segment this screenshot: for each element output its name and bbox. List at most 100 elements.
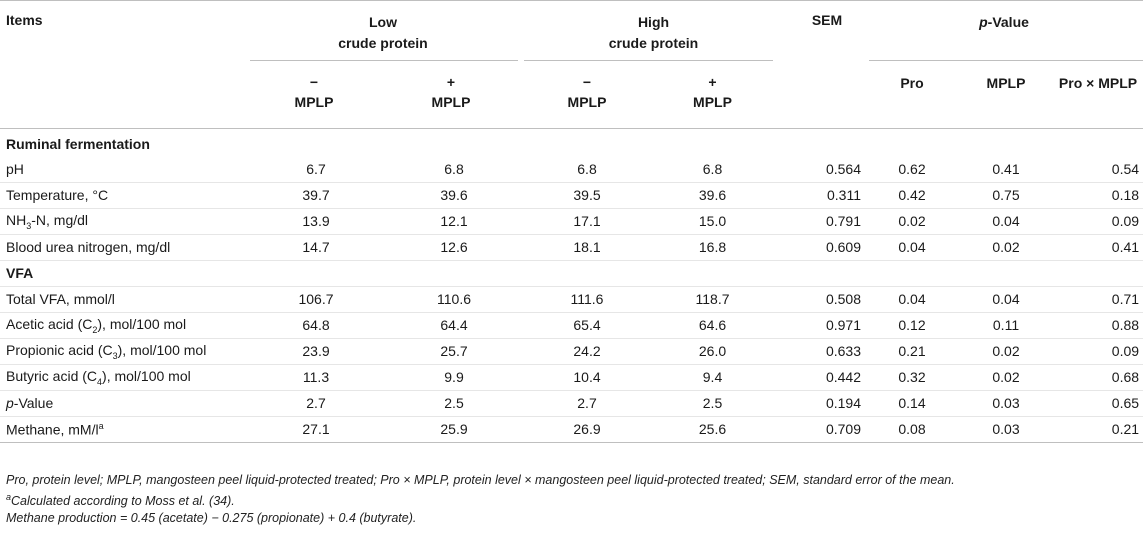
cell: 26.9 <box>524 416 650 443</box>
row-label: NH3-N, mg/dl <box>0 208 248 235</box>
header-sem: SEM <box>811 12 843 28</box>
cell: 0.02 <box>959 338 1053 365</box>
cell: 11.3 <box>248 364 384 391</box>
footnote-a: aCalculated according to Moss et al. (34… <box>6 492 235 509</box>
cell: 0.508 <box>789 286 865 313</box>
cell: 6.7 <box>248 156 384 183</box>
cell: 0.564 <box>789 156 865 183</box>
table-row: Temperature, °C 39.7 39.6 39.5 39.6 0.31… <box>0 182 1143 209</box>
cell: 0.71 <box>1053 286 1143 313</box>
cell: 12.1 <box>384 208 524 235</box>
header-high-plus-mplp: + MPLP <box>650 61 789 129</box>
cell: 118.7 <box>650 286 789 313</box>
cell: 0.442 <box>789 364 865 391</box>
cell: 0.04 <box>865 234 959 261</box>
header-pro: Pro <box>865 61 959 129</box>
cell: 0.41 <box>1053 234 1143 261</box>
cell: 26.0 <box>650 338 789 365</box>
cell: 0.194 <box>789 390 865 417</box>
cell: 0.03 <box>959 390 1053 417</box>
cell: 0.62 <box>865 156 959 183</box>
cell: 0.609 <box>789 234 865 261</box>
cell: 27.1 <box>248 416 384 443</box>
cell: 0.32 <box>865 364 959 391</box>
section-vfa: VFA <box>0 260 1143 287</box>
cell: 0.09 <box>1053 338 1143 365</box>
cell: 64.8 <box>248 312 384 339</box>
header-pro-x-mplp: Pro × MPLP <box>1053 61 1143 129</box>
cell: 14.7 <box>248 234 384 261</box>
cell: 0.12 <box>865 312 959 339</box>
cell: 0.54 <box>1053 156 1143 183</box>
header-low-plus-mplp: + MPLP <box>384 61 524 129</box>
cell: 0.791 <box>789 208 865 235</box>
cell: 0.88 <box>1053 312 1143 339</box>
row-label: Acetic acid (C2), mol/100 mol <box>0 312 248 339</box>
cell: 0.09 <box>1053 208 1143 235</box>
table-row: Butyric acid (C4), mol/100 mol 11.3 9.9 … <box>0 364 1143 391</box>
cell: 0.02 <box>959 364 1053 391</box>
row-label: Total VFA, mmol/l <box>0 286 248 313</box>
row-label: p-Value <box>0 390 248 417</box>
cell: 23.9 <box>248 338 384 365</box>
row-label: Propionic acid (C3), mol/100 mol <box>0 338 248 365</box>
cell: 0.08 <box>865 416 959 443</box>
cell: 111.6 <box>524 286 650 313</box>
cell: 64.6 <box>650 312 789 339</box>
cell: 0.65 <box>1053 390 1143 417</box>
cell: 110.6 <box>384 286 524 313</box>
cell: 0.42 <box>865 182 959 209</box>
cell: 24.2 <box>524 338 650 365</box>
cell: 9.9 <box>384 364 524 391</box>
cell: 39.7 <box>248 182 384 209</box>
table-row: Propionic acid (C3), mol/100 mol 23.9 25… <box>0 338 1143 365</box>
table-row: pH 6.7 6.8 6.8 6.8 0.564 0.62 0.41 0.54 <box>0 156 1143 183</box>
cell: 64.4 <box>384 312 524 339</box>
row-label: Blood urea nitrogen, mg/dl <box>0 234 248 261</box>
cell: 65.4 <box>524 312 650 339</box>
header-low-minus-mplp: − MPLP <box>248 61 384 129</box>
cell: 0.75 <box>959 182 1053 209</box>
cell: 2.7 <box>524 390 650 417</box>
table-row: Methane, mM/la 27.1 25.9 26.9 25.6 0.709… <box>0 416 1143 443</box>
cell: 0.41 <box>959 156 1053 183</box>
cell: 39.5 <box>524 182 650 209</box>
cell: 12.6 <box>384 234 524 261</box>
table-row: p-Value 2.7 2.5 2.7 2.5 0.194 0.14 0.03 … <box>0 390 1143 417</box>
section-row: Ruminal fermentation <box>0 128 1143 156</box>
table-row: Blood urea nitrogen, mg/dl 14.7 12.6 18.… <box>0 234 1143 261</box>
cell: 0.11 <box>959 312 1053 339</box>
cell: 106.7 <box>248 286 384 313</box>
section-row: VFA <box>0 260 1143 287</box>
cell: 0.311 <box>789 182 865 209</box>
footnote-methane-equation: Methane production = 0.45 (acetate) − 0.… <box>6 511 417 526</box>
footnote-abbreviations: Pro, protein level; MPLP, mangosteen pee… <box>6 473 955 487</box>
cell: 0.709 <box>789 416 865 443</box>
row-label: Methane, mM/la <box>0 416 248 443</box>
cell: 6.8 <box>650 156 789 183</box>
header-high-crude-protein: High crude protein <box>524 1 789 61</box>
cell: 6.8 <box>384 156 524 183</box>
header-items: Items <box>6 12 43 28</box>
cell: 0.04 <box>959 286 1053 313</box>
cell: 25.7 <box>384 338 524 365</box>
table-row: NH3-N, mg/dl 13.9 12.1 17.1 15.0 0.791 0… <box>0 208 1143 235</box>
cell: 0.21 <box>865 338 959 365</box>
cell: 25.9 <box>384 416 524 443</box>
cell: 25.6 <box>650 416 789 443</box>
cell: 13.9 <box>248 208 384 235</box>
cell: 2.5 <box>650 390 789 417</box>
header-low-crude-protein: Low crude protein <box>248 1 524 61</box>
cell: 0.68 <box>1053 364 1143 391</box>
cell: 15.0 <box>650 208 789 235</box>
cell: 16.8 <box>650 234 789 261</box>
cell: 17.1 <box>524 208 650 235</box>
header-p-value: p-Value <box>865 1 1143 61</box>
cell: 0.04 <box>865 286 959 313</box>
section-ruminal-fermentation: Ruminal fermentation <box>6 136 150 152</box>
table-row: Acetic acid (C2), mol/100 mol 64.8 64.4 … <box>0 312 1143 339</box>
header-high-minus-mplp: − MPLP <box>524 61 650 129</box>
cell: 0.03 <box>959 416 1053 443</box>
cell: 0.04 <box>959 208 1053 235</box>
cell: 0.02 <box>865 208 959 235</box>
